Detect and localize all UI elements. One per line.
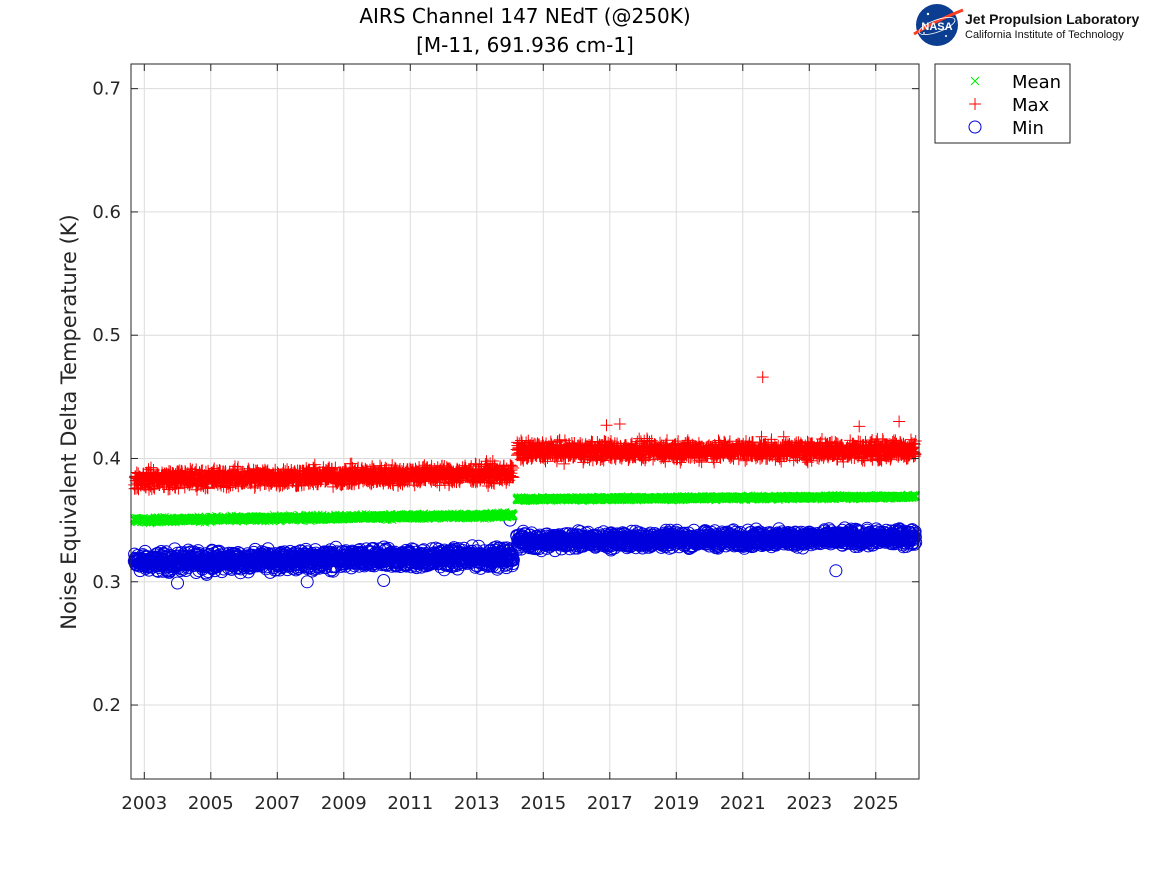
data-point-min-outlier bbox=[829, 564, 843, 578]
grid bbox=[131, 64, 919, 779]
data-point-min-outlier bbox=[377, 574, 391, 587]
data-point-min-outlier bbox=[171, 576, 184, 590]
plot-data bbox=[127, 371, 923, 590]
